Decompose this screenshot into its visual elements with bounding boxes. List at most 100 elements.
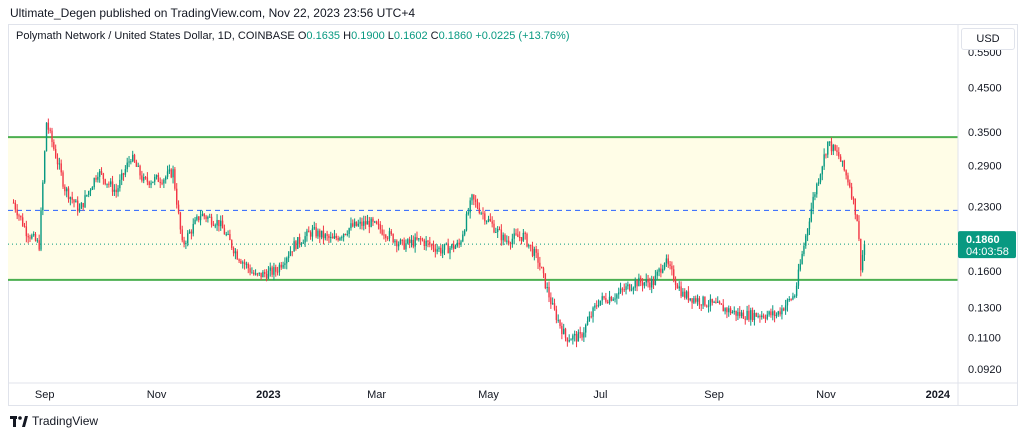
- candle: [520, 237, 523, 245]
- candle: [616, 293, 618, 305]
- candle: [546, 282, 548, 293]
- candle: [693, 295, 695, 305]
- candle: [511, 233, 514, 248]
- candle: [557, 314, 559, 323]
- candle: [482, 207, 484, 220]
- candle: [583, 327, 585, 342]
- candle: [537, 249, 539, 270]
- candle: [748, 304, 750, 322]
- candle: [40, 207, 42, 252]
- candle: [152, 181, 154, 184]
- candle: [618, 287, 620, 299]
- close-label: C: [430, 30, 439, 42]
- candle: [614, 293, 616, 303]
- candle: [278, 262, 281, 276]
- candle: [529, 244, 532, 252]
- candle: [513, 228, 515, 245]
- candle: [82, 202, 84, 211]
- candle: [110, 178, 112, 187]
- candle: [366, 214, 369, 225]
- candle: [755, 312, 757, 318]
- candle: [684, 288, 686, 300]
- candle: [594, 302, 596, 311]
- candle: [71, 191, 73, 204]
- candle: [275, 264, 277, 277]
- candle: [20, 215, 22, 221]
- candle: [660, 263, 662, 278]
- candle: [56, 153, 59, 170]
- candle: [324, 233, 326, 241]
- tradingview-logo[interactable]: TradingView: [10, 414, 98, 428]
- y-tick-label: 0.2300: [968, 201, 1002, 213]
- candle: [207, 215, 209, 223]
- candle: [148, 180, 150, 188]
- candle: [34, 232, 37, 242]
- candle: [715, 297, 717, 304]
- candle: [64, 184, 66, 196]
- candle: [179, 211, 182, 234]
- candle: [210, 213, 213, 228]
- candle: [135, 159, 138, 167]
- candle: [540, 266, 543, 269]
- candle: [797, 263, 800, 289]
- candle: [458, 238, 460, 249]
- y-tick-label: 0.1300: [968, 303, 1002, 315]
- candle: [91, 186, 94, 191]
- candle: [817, 178, 820, 186]
- currency-button[interactable]: USD: [961, 28, 1015, 50]
- candle: [601, 292, 603, 305]
- candle: [687, 286, 690, 303]
- candle: [808, 217, 811, 236]
- candle: [177, 200, 180, 215]
- candle: [353, 218, 356, 228]
- candle: [181, 225, 183, 243]
- candle: [746, 305, 748, 321]
- candle: [427, 239, 429, 248]
- candle: [394, 238, 396, 246]
- candle: [744, 316, 746, 325]
- candle: [401, 239, 404, 246]
- candle: [827, 141, 829, 158]
- symbol-title: Polymath Network / United States Dollar,…: [16, 30, 295, 42]
- price-axis[interactable]: 0.55000.45000.35000.29000.23000.19000.16…: [968, 47, 1002, 376]
- time-axis[interactable]: Sep Nov 2023 Mar May Jul Sep Nov 2024: [35, 389, 951, 401]
- candle: [706, 304, 708, 308]
- candle: [597, 299, 600, 308]
- candle: [192, 218, 194, 237]
- candle: [36, 238, 39, 243]
- candle: [750, 307, 752, 326]
- candle: [269, 262, 271, 277]
- candle: [256, 272, 259, 277]
- candle: [32, 231, 35, 237]
- candle: [678, 281, 680, 292]
- candle: [623, 283, 625, 293]
- change-value: +0.0225 (+13.76%): [475, 30, 570, 42]
- candle: [854, 198, 856, 220]
- candle: [425, 236, 427, 251]
- candle: [535, 245, 537, 259]
- candle: [702, 295, 704, 310]
- candle: [509, 241, 512, 250]
- candle: [385, 233, 387, 242]
- candle: [572, 333, 574, 345]
- candle: [740, 309, 743, 319]
- candle: [843, 159, 845, 172]
- candle: [141, 170, 143, 183]
- candle: [770, 308, 772, 318]
- candle: [467, 207, 470, 216]
- candle: [375, 220, 378, 225]
- candle: [858, 215, 860, 242]
- candle: [381, 224, 383, 236]
- candle: [751, 307, 754, 322]
- candle: [830, 137, 833, 156]
- candle: [302, 239, 304, 244]
- candle: [111, 175, 114, 196]
- candle: [346, 230, 348, 237]
- candle: [386, 236, 389, 241]
- candle: [326, 230, 328, 241]
- candle: [551, 297, 554, 305]
- candle: [658, 267, 660, 277]
- candle: [265, 269, 268, 282]
- candle: [69, 196, 72, 206]
